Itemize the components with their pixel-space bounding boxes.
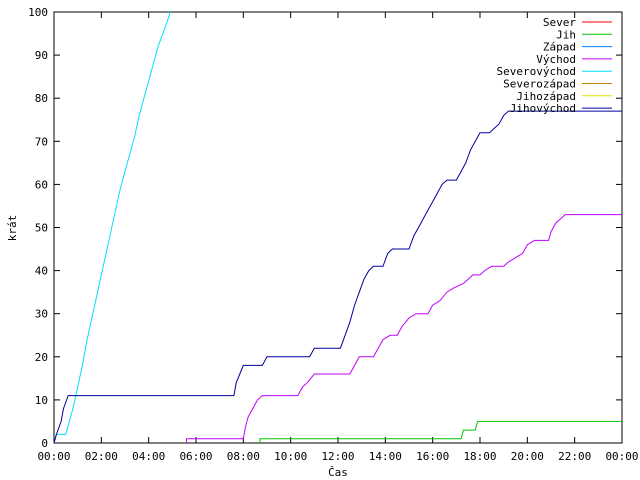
series-line-severovychod xyxy=(53,11,171,444)
legend-label: Západ xyxy=(543,41,576,54)
axis-ticks: 0 10 20 30 40 50 60 70 80 90 100 00:00 02:00 04:00 06:… xyxy=(28,6,638,463)
x-tick-label: 22:00 xyxy=(558,450,591,463)
y-tick-label: 0 xyxy=(41,437,48,450)
y-tick-label: 10 xyxy=(35,394,48,407)
series-line-jihovychod xyxy=(53,110,622,444)
x-tick-label: 10:00 xyxy=(274,450,307,463)
legend-label: Východ xyxy=(536,53,576,66)
legend-label: Jih xyxy=(556,28,576,41)
y-tick-label: 80 xyxy=(35,92,48,105)
series-line-vychod xyxy=(186,214,622,443)
x-tick-label: 00:00 xyxy=(605,450,638,463)
x-tick-label: 18:00 xyxy=(463,450,496,463)
y-tick-label: 90 xyxy=(35,49,48,62)
legend-label: Jihovýchod xyxy=(510,102,576,115)
y-tick-label: 100 xyxy=(28,6,48,19)
x-tick-label: 02:00 xyxy=(85,450,118,463)
x-tick-label: 06:00 xyxy=(179,450,212,463)
series-line-jih xyxy=(259,420,622,443)
legend-label: Jihozápad xyxy=(516,90,576,103)
y-axis-title: krát xyxy=(6,215,19,242)
x-tick-label: 14:00 xyxy=(369,450,402,463)
legend-label: Severovýchod xyxy=(497,65,576,78)
legend: SeverJihZápadVýchodSeverovýchodSeverozáp… xyxy=(497,16,612,115)
y-tick-label: 50 xyxy=(35,222,48,235)
x-axis-title: Čas xyxy=(328,466,348,479)
x-tick-label: 16:00 xyxy=(416,450,449,463)
x-tick-label: 04:00 xyxy=(132,450,165,463)
legend-label: Severozápad xyxy=(503,78,576,91)
x-tick-label: 00:00 xyxy=(37,450,70,463)
x-tick-label: 20:00 xyxy=(511,450,544,463)
y-tick-label: 20 xyxy=(35,351,48,364)
y-tick-label: 40 xyxy=(35,265,48,278)
y-tick-label: 30 xyxy=(35,308,48,321)
x-tick-label: 08:00 xyxy=(227,450,260,463)
series-layer xyxy=(53,11,622,444)
y-tick-label: 60 xyxy=(35,178,48,191)
x-tick-label: 12:00 xyxy=(321,450,354,463)
legend-label: Sever xyxy=(543,16,576,29)
y-tick-label: 70 xyxy=(35,135,48,148)
